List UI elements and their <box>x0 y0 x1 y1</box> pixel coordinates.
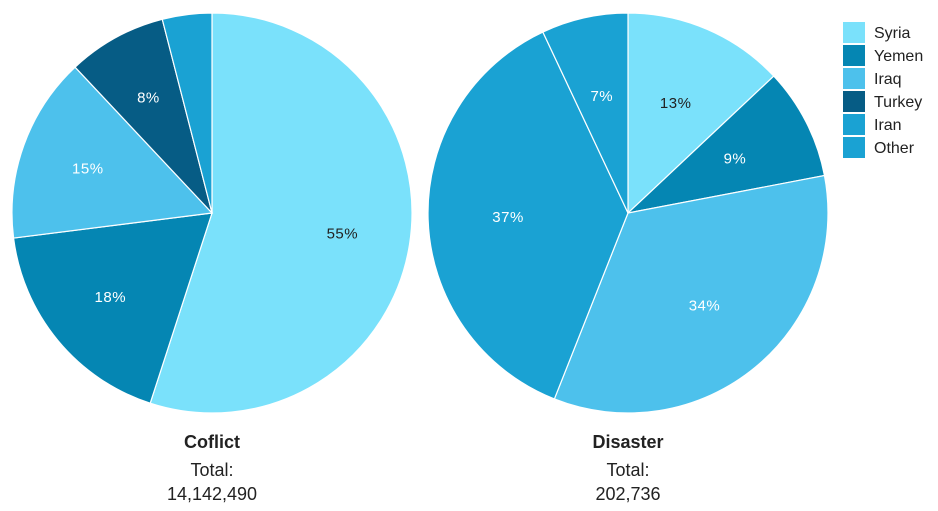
slice-label-disaster-syria: 13% <box>660 95 692 112</box>
pie-slice-disaster-syria <box>627 12 775 215</box>
slice-label-coflict-yemen: 18% <box>95 289 127 306</box>
pie-slice-coflict-yemen <box>12 212 213 404</box>
slice-label-disaster-other: 7% <box>590 88 613 105</box>
slice-label-disaster-yemen: 9% <box>724 151 747 168</box>
slice-label-coflict-iraq: 15% <box>72 160 104 177</box>
legend-swatch-other <box>843 137 865 158</box>
legend: Syria Yemen Iraq Turkey Iran Other <box>843 22 923 158</box>
pie-slice-disaster-iran <box>427 31 629 400</box>
legend-label-syria: Syria <box>874 25 911 42</box>
total-label-disaster: Total: <box>606 460 649 480</box>
slice-label-disaster-iraq: 34% <box>689 297 721 314</box>
legend-swatch-turkey <box>843 91 865 112</box>
slice-label-coflict-turkey: 8% <box>137 89 160 106</box>
legend-swatch-yemen <box>843 45 865 66</box>
legend-swatch-iraq <box>843 68 865 89</box>
legend-label-yemen: Yemen <box>874 48 923 65</box>
legend-swatch-syria <box>843 22 865 43</box>
chart-title-disaster: Disaster <box>592 432 663 452</box>
chart-title-coflict: Coflict <box>184 432 240 452</box>
pie-slice-disaster-other <box>542 12 629 214</box>
pie-chart-disaster: 13% 9% 34% 37% 7% Disaster Total: 202,736 <box>427 12 829 504</box>
pie-slice-disaster-iraq <box>553 174 829 414</box>
pie-slice-disaster-yemen <box>626 75 826 214</box>
slice-label-coflict-syria: 55% <box>327 226 359 243</box>
pie-slice-coflict-iraq <box>11 66 214 239</box>
slice-label-disaster-iran: 37% <box>492 209 524 226</box>
legend-label-iran: Iran <box>874 117 902 134</box>
pie-slice-coflict-syria <box>149 12 413 414</box>
pie-chart-coflict: 55% 18% 15% 8% Coflict Total: 14,142,490 <box>11 12 413 504</box>
legend-label-iraq: Iraq <box>874 71 902 88</box>
total-value-disaster: 202,736 <box>595 484 660 504</box>
legend-label-other: Other <box>874 140 915 157</box>
pie-slice-coflict-turkey <box>74 18 213 214</box>
legend-label-turkey: Turkey <box>874 94 922 111</box>
total-value-coflict: 14,142,490 <box>167 484 257 504</box>
pie-slice-coflict-iran <box>161 12 213 214</box>
total-label-coflict: Total: <box>190 460 233 480</box>
legend-swatch-iran <box>843 114 865 135</box>
